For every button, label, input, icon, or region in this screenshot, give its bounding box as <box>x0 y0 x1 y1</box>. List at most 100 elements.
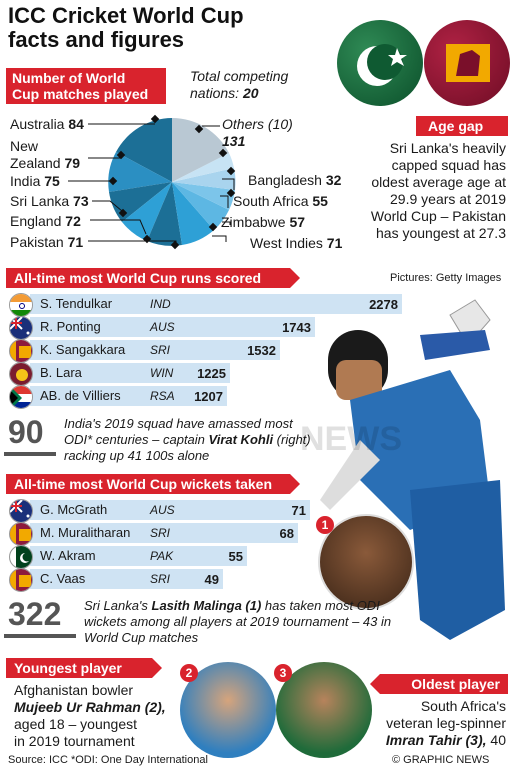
pak-flag-icon <box>9 545 33 569</box>
team-name: India <box>10 173 41 189</box>
team-value: 73 <box>73 193 89 209</box>
watermark: NEWS <box>300 420 402 458</box>
wickets-bar <box>30 523 298 543</box>
others-label: Others (10) <box>222 116 293 132</box>
team-england: England 72 <box>10 213 81 230</box>
youngest-text: Afghanistan bowler Mujeeb Ur Rahman (2),… <box>14 682 166 750</box>
others-value: 131 <box>222 133 246 149</box>
team-name: Zimbabwe <box>221 214 286 230</box>
pie-slice-others <box>172 118 229 182</box>
runs-header-arrow <box>290 268 300 288</box>
runs-stat-rule <box>4 452 56 456</box>
wickets-player-country: PAK <box>150 549 174 563</box>
wickets-value: 49 <box>204 572 219 587</box>
team-name: England <box>10 213 62 229</box>
runs-player-name: R. Ponting <box>40 319 101 334</box>
wickets-stat-text-b: Lasith Malinga (1) <box>151 598 262 613</box>
pie-slice-pakistan <box>172 182 214 245</box>
oldest-header-arrow <box>370 674 380 694</box>
kohli-photo <box>300 290 510 660</box>
team-south-africa: South Africa 55 <box>233 193 328 210</box>
wickets-player-name: M. Muralitharan <box>40 525 131 540</box>
team-pakistan: Pakistan 71 <box>10 234 83 251</box>
malinga-photo <box>318 514 414 610</box>
matches-header: Number of World Cup matches played <box>6 68 166 104</box>
wickets-value: 71 <box>291 503 306 518</box>
pie-slice-england <box>147 182 182 246</box>
sri-flag-icon <box>9 568 33 592</box>
page-title: ICC Cricket World Cup facts and figures <box>8 4 244 52</box>
wickets-stat-number: 322 <box>8 596 62 632</box>
aus-flag-icon <box>9 316 33 340</box>
team-australia: Australia 84 <box>10 116 84 133</box>
age-gap-text: Sri Lanka's heavily capped squad has old… <box>370 140 506 241</box>
runs-stat-number: 90 <box>8 414 44 450</box>
runs-bar <box>30 317 315 337</box>
pie-slice-south-africa <box>172 168 236 190</box>
team-name: Pakistan <box>10 234 64 250</box>
pie-leader-lines <box>68 123 177 247</box>
wickets-value: 68 <box>279 526 294 541</box>
tahir-photo <box>276 662 372 758</box>
pie-slice-bangladesh <box>172 153 234 182</box>
photo-credit: Pictures: Getty Images <box>390 272 502 284</box>
team-value: 55 <box>312 193 328 209</box>
youngest-header-arrow <box>152 658 162 678</box>
runs-value: 2278 <box>369 297 398 312</box>
age-gap-header: Age gap <box>416 116 508 136</box>
matches-header-line-2: Cup matches played <box>12 86 149 102</box>
runs-player-country: WIN <box>150 366 174 380</box>
team-value: 79 <box>64 155 81 171</box>
team-value: 75 <box>44 173 60 189</box>
team-west-indies: West Indies 71 <box>250 235 342 252</box>
pie-slice-zimbabwe <box>172 182 235 210</box>
win-flag-icon <box>9 362 33 386</box>
runs-value: 1207 <box>194 389 223 404</box>
youngest-line-1: Afghanistan bowler <box>14 682 134 698</box>
pie-slice-new-zealand <box>108 152 172 192</box>
pie-leader-lines-right <box>202 125 235 242</box>
team-value: 32 <box>325 172 342 188</box>
youngest-name: Mujeeb Ur Rahman (2), <box>14 699 166 715</box>
runs-player-name: K. Sangakkara <box>40 342 126 357</box>
title-line-2: facts and figures <box>8 27 185 52</box>
wickets-player-name: G. McGrath <box>40 502 108 517</box>
wickets-stat-text-c: has taken most ODI wickets among all pla… <box>84 598 392 645</box>
runs-player-name: AB. de Villiers <box>40 388 121 403</box>
footer-source: Source: ICC *ODI: One Day International <box>8 754 208 766</box>
youngest-line-4: in 2019 tournament <box>14 733 135 749</box>
sri-flag-icon <box>9 522 33 546</box>
team-name: Bangladesh <box>248 172 322 188</box>
team-india: India 75 <box>10 173 60 190</box>
wickets-stat-text-a: Sri Lanka's <box>84 598 152 613</box>
total-nations-label-2: nations: <box>190 85 240 101</box>
team-name: Sri Lanka <box>10 193 70 209</box>
wickets-bar <box>30 569 223 589</box>
team-sri-lanka: Sri Lanka 73 <box>10 193 89 210</box>
oldest-name: Imran Tahir (3), <box>385 732 487 748</box>
wickets-header-arrow <box>290 474 300 494</box>
team-new-zealand: New Zealand 79 <box>10 138 90 172</box>
oldest-text: South Africa's veteran leg-spinner Imran… <box>330 698 506 749</box>
marker-3: 3 <box>274 664 292 682</box>
team-others: Others (10) 131 <box>222 116 293 150</box>
total-nations: Total competing nations: 20 <box>190 68 288 102</box>
total-nations-label: Total competing <box>190 68 289 84</box>
runs-stat-text-a: India's 2019 squad have amassed most ODI… <box>64 416 293 447</box>
team-name: Australia <box>10 116 65 132</box>
wickets-stat-text: Sri Lanka's Lasith Malinga (1) has taken… <box>84 598 394 646</box>
team-value: 57 <box>289 214 306 230</box>
runs-header: All-time most World Cup runs scored <box>6 268 290 288</box>
rsa-flag-icon <box>9 385 33 409</box>
footer-credit: © GRAPHIC NEWS <box>392 754 490 766</box>
runs-bar <box>30 363 230 383</box>
team-zimbabwe: Zimbabwe 57 <box>221 214 305 231</box>
pie-slice-australia <box>116 118 172 182</box>
ind-flag-icon <box>9 293 33 317</box>
wickets-value: 55 <box>228 549 243 564</box>
pie-slice-west-indies <box>172 182 229 230</box>
marker-2: 2 <box>180 664 198 682</box>
team-name: South Africa <box>233 193 309 209</box>
runs-player-name: S. Tendulkar <box>40 296 113 311</box>
matches-header-line-1: Number of World <box>12 70 126 86</box>
